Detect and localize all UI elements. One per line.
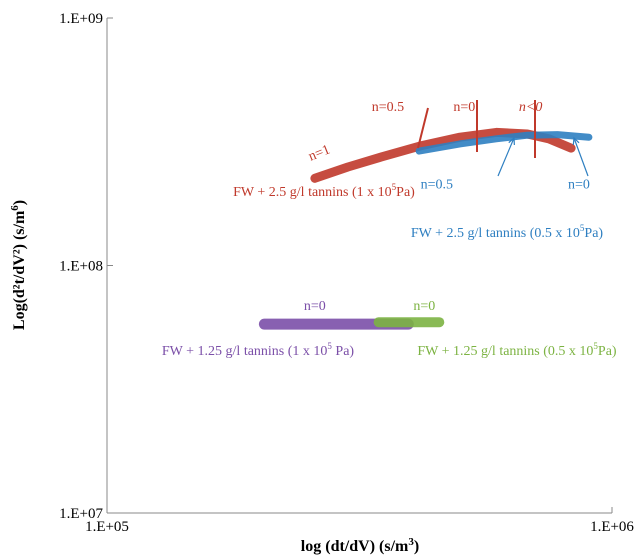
annotation-arrow xyxy=(497,137,515,177)
annotation-arrowhead xyxy=(572,136,580,146)
annotation-layer: n=1 n=0.5 n=0 n<0 n=0.5 n=0 n=0 n=0 xyxy=(304,100,590,314)
series-label: FW + 2.5 g/l tannins (0.5 x 105Pa) xyxy=(411,223,604,241)
annotation-label: n=1 xyxy=(306,142,332,164)
series-labels: FW + 2.5 g/l tannins (1 x 105Pa) FW + 2.5… xyxy=(162,182,617,359)
annotation-label: n=0 xyxy=(568,177,590,192)
annotation-label: n=0 xyxy=(304,299,326,314)
x-tick-label: 1.E+05 xyxy=(85,519,129,535)
series-line xyxy=(415,131,593,155)
series-label: FW + 2.5 g/l tannins (1 x 105Pa) xyxy=(233,182,415,200)
y-tick-label: 1.E+07 xyxy=(59,506,103,522)
annotation-arrows xyxy=(497,136,589,177)
annotation-label: n<0 xyxy=(519,100,542,115)
series-label: FW + 1.25 g/l tannins (1 x 105 Pa) xyxy=(162,341,355,359)
annotation-label: n=0 xyxy=(453,100,475,115)
annotation-label: n=0 xyxy=(413,299,435,314)
annotation-label: n=0.5 xyxy=(372,100,404,115)
annotation-arrowhead xyxy=(508,136,515,146)
annotation-arrow xyxy=(573,137,589,177)
annotation-label: n=0.5 xyxy=(421,177,453,192)
x-tick-label: 1.E+06 xyxy=(590,519,634,535)
x-axis-title: log (dt/dV) (s/m3) xyxy=(301,536,419,555)
axis-ticks: 1.E+07 1.E+08 1.E+09 1.E+05 1.E+06 xyxy=(59,11,634,535)
series-line xyxy=(310,127,576,183)
y-axis-title: Log(d²t/dV²) (s/m6) xyxy=(9,200,28,330)
y-tick-label: 1.E+09 xyxy=(59,11,103,27)
series-layer xyxy=(258,127,593,330)
series-label: FW + 1.25 g/l tannins (0.5 x 105Pa) xyxy=(417,341,617,359)
y-tick-label: 1.E+08 xyxy=(59,259,103,275)
regime-markers xyxy=(417,100,536,158)
regime-marker xyxy=(417,107,429,149)
